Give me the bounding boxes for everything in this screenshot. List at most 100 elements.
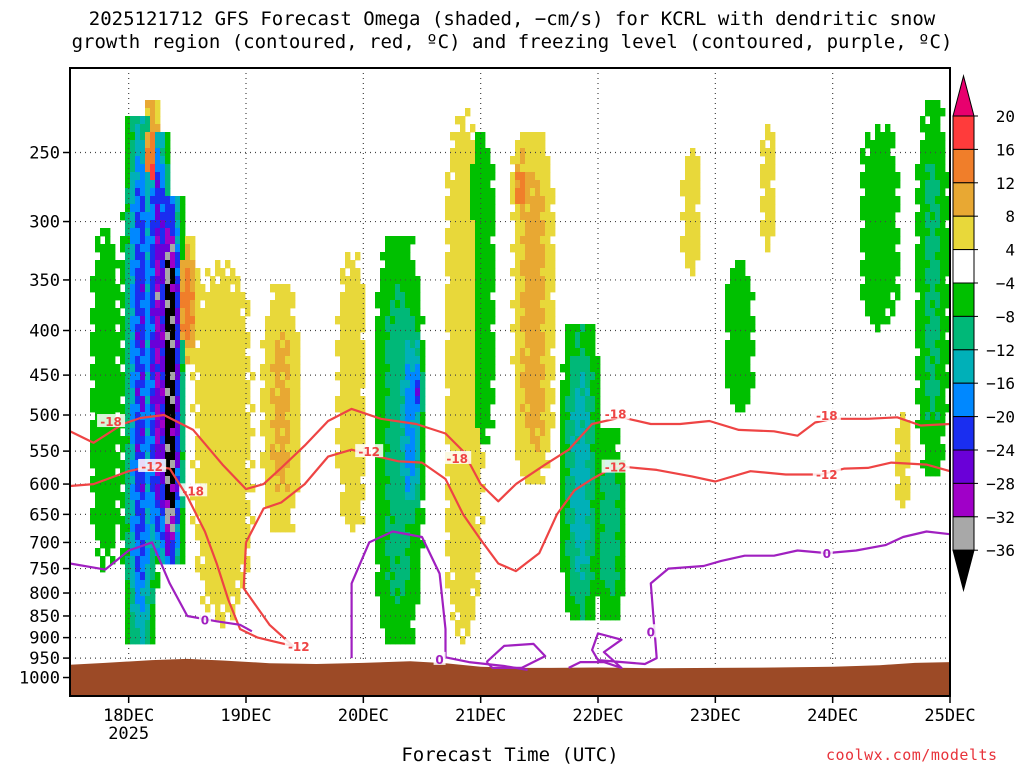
- omega-cell: [135, 196, 141, 205]
- omega-cell: [375, 556, 381, 565]
- omega-cell: [235, 428, 241, 437]
- omega-cell: [220, 620, 226, 629]
- omega-cell: [415, 492, 421, 501]
- omega-cell: [730, 284, 736, 293]
- omega-cell: [360, 468, 366, 477]
- omega-cell: [535, 324, 541, 333]
- omega-cell: [585, 412, 591, 421]
- omega-cell: [340, 268, 346, 277]
- omega-cell: [285, 452, 291, 461]
- omega-cell: [770, 148, 776, 157]
- omega-cell: [480, 348, 486, 357]
- omega-cell: [545, 316, 551, 325]
- colorbar-swatch: [952, 349, 975, 384]
- omega-cell: [125, 452, 131, 461]
- omega-cell: [125, 164, 131, 173]
- omega-cell: [340, 476, 346, 485]
- omega-cell: [465, 196, 471, 205]
- omega-cell: [920, 188, 926, 197]
- credit-link[interactable]: coolwx.com/modelts: [826, 746, 998, 764]
- omega-cell: [135, 236, 141, 245]
- omega-cell: [585, 556, 591, 565]
- omega-cell: [395, 500, 401, 509]
- omega-cell: [605, 476, 611, 485]
- omega-cell: [460, 540, 466, 549]
- omega-cell: [925, 412, 931, 421]
- omega-cell: [405, 404, 411, 413]
- omega-cell: [575, 332, 581, 341]
- omega-cell: [275, 484, 281, 493]
- omega-cell: [465, 492, 471, 501]
- omega-cell: [615, 596, 621, 605]
- omega-cell: [935, 284, 941, 293]
- omega-cell: [690, 244, 696, 253]
- omega-cell: [530, 444, 536, 453]
- omega-cell: [275, 284, 281, 293]
- omega-cell: [545, 292, 551, 301]
- omega-cell: [130, 620, 136, 629]
- omega-cell: [530, 228, 536, 237]
- omega-cell: [385, 396, 391, 405]
- omega-cell: [935, 460, 941, 469]
- omega-cell: [515, 316, 521, 325]
- omega-cell: [295, 332, 301, 341]
- omega-cell: [175, 396, 181, 405]
- omega-cell: [180, 316, 186, 325]
- omega-cell: [245, 540, 251, 549]
- omega-cell: [150, 388, 156, 397]
- omega-cell: [130, 484, 136, 493]
- omega-cell: [685, 180, 691, 189]
- omega-cell: [560, 492, 566, 501]
- omega-cell: [760, 180, 766, 189]
- omega-cell: [925, 388, 931, 397]
- omega-cell: [620, 548, 626, 557]
- omega-cell: [450, 316, 456, 325]
- omega-cell: [595, 396, 601, 405]
- omega-cell: [620, 500, 626, 509]
- omega-cell: [410, 348, 416, 357]
- omega-cell: [415, 380, 421, 389]
- omega-cell: [135, 580, 141, 589]
- omega-cell: [240, 572, 246, 581]
- omega-cell: [395, 636, 401, 645]
- colorbar-swatch: [952, 249, 975, 284]
- omega-cell: [465, 228, 471, 237]
- omega-cell: [945, 404, 950, 413]
- omega-cell: [390, 452, 396, 461]
- contour-label-bg: [601, 406, 630, 420]
- omega-cell: [455, 396, 461, 405]
- contour-label-bg: [433, 651, 446, 665]
- contour-freezing-line: [350, 530, 528, 671]
- omega-cell: [470, 332, 476, 341]
- omega-cell: [100, 452, 106, 461]
- omega-cell: [390, 356, 396, 365]
- omega-cell: [695, 196, 701, 205]
- omega-cell: [605, 580, 611, 589]
- omega-cell: [460, 604, 466, 613]
- omega-cell: [230, 332, 236, 341]
- y-tick-label: 600: [29, 475, 60, 495]
- omega-cell: [90, 452, 96, 461]
- omega-cell: [275, 340, 281, 349]
- omega-cell: [230, 564, 236, 573]
- omega-cell: [100, 340, 106, 349]
- omega-cell: [220, 444, 226, 453]
- omega-cell: [525, 268, 531, 277]
- omega-cell: [490, 396, 496, 405]
- omega-cell: [240, 324, 246, 333]
- omega-cell: [140, 428, 146, 437]
- omega-cell: [170, 340, 176, 349]
- omega-cell: [180, 244, 186, 253]
- omega-cell: [190, 372, 196, 381]
- omega-cell: [355, 332, 361, 341]
- omega-cell: [215, 340, 221, 349]
- omega-cell: [905, 444, 911, 453]
- omega-cell: [275, 348, 281, 357]
- omega-cell: [460, 580, 466, 589]
- omega-cell: [215, 380, 221, 389]
- omega-cell: [130, 332, 136, 341]
- omega-cell: [385, 436, 391, 445]
- omega-cell: [165, 524, 171, 533]
- omega-cell: [270, 444, 276, 453]
- omega-cell: [470, 476, 476, 485]
